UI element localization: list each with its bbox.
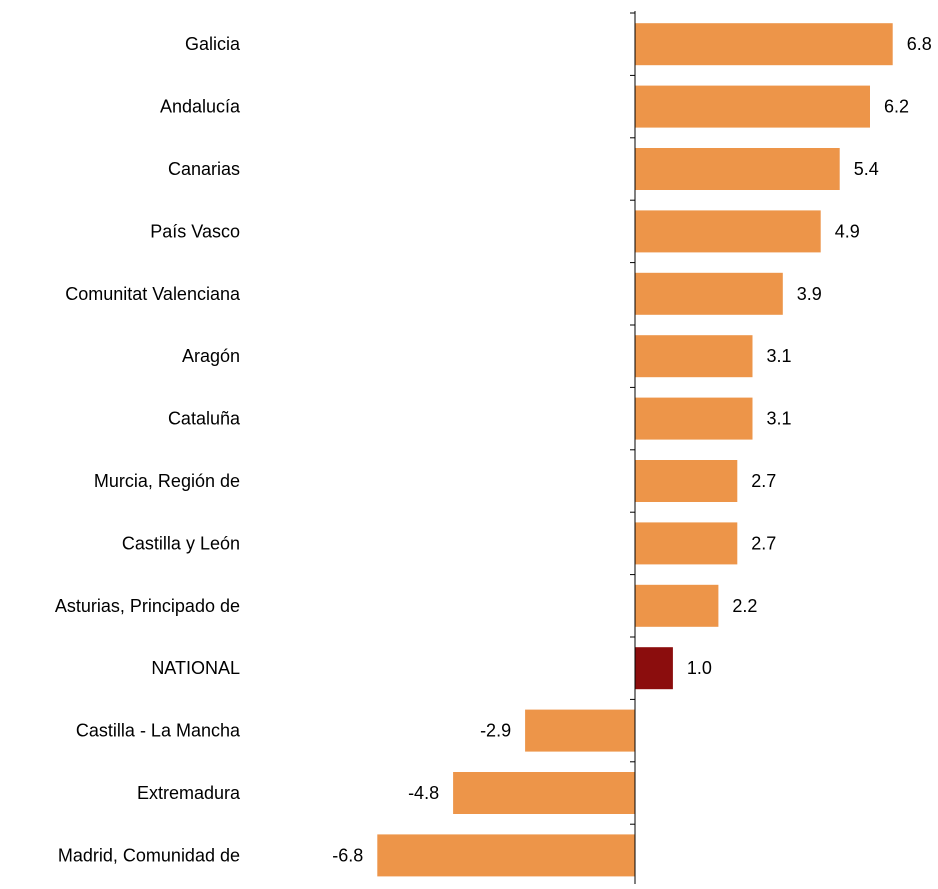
category-label-castilla-y-leon: Castilla y León (122, 533, 240, 553)
data-label-comunitat-valenciana: 3.9 (797, 284, 822, 304)
data-label-castilla-la-mancha: -2.9 (480, 721, 511, 741)
category-label-galicia: Galicia (185, 34, 241, 54)
bar-pais-vasco (635, 210, 821, 253)
category-label-national: NATIONAL (151, 658, 240, 678)
bar-galicia (635, 23, 893, 66)
bar-national (635, 647, 673, 690)
data-label-castilla-y-leon: 2.7 (751, 533, 776, 553)
bars-layer (377, 23, 893, 877)
category-label-madrid-comunidad-de: Madrid, Comunidad de (58, 845, 240, 865)
data-label-aragon: 3.1 (767, 346, 792, 366)
bar-comunitat-valenciana (635, 272, 783, 315)
data-label-canarias: 5.4 (854, 159, 879, 179)
data-label-murcia-region-de: 2.7 (751, 471, 776, 491)
data-label-national: 1.0 (687, 658, 712, 678)
category-label-comunitat-valenciana: Comunitat Valenciana (65, 284, 241, 304)
data-label-galicia: 6.8 (907, 34, 932, 54)
bar-canarias (635, 148, 840, 190)
category-label-murcia-region-de: Murcia, Región de (94, 471, 240, 491)
bar-castilla-y-leon (635, 522, 738, 565)
bar-madrid-comunidad-de (377, 834, 635, 877)
category-label-aragon: Aragón (182, 346, 240, 366)
data-label-asturias-principado-de: 2.2 (732, 596, 757, 616)
axis-layer (630, 11, 636, 888)
data-label-madrid-comunidad-de: -6.8 (332, 845, 363, 865)
data-label-andalucia: 6.2 (884, 97, 909, 117)
bar-andalucia (635, 85, 870, 128)
data-label-pais-vasco: 4.9 (835, 221, 860, 241)
category-label-asturias-principado-de: Asturias, Principado de (55, 596, 240, 616)
labels-layer: Galicia 6.8 Andalucía 6.2 Canarias 5.4 País Va… (55, 34, 932, 865)
bar-castilla-la-mancha (525, 709, 635, 752)
data-label-cataluna: 3.1 (767, 409, 792, 429)
category-label-cataluna: Cataluña (168, 409, 241, 429)
category-label-pais-vasco: País Vasco (150, 221, 240, 241)
bar-cataluna (635, 397, 753, 440)
bar-aragon (635, 335, 753, 378)
category-label-canarias: Canarias (168, 159, 240, 179)
bar-murcia-region-de (635, 460, 738, 502)
category-label-andalucia: Andalucía (160, 97, 241, 117)
category-label-extremadura: Extremadura (137, 783, 241, 803)
bar-asturias-principado-de (635, 584, 719, 627)
bar-extremadura (453, 772, 635, 814)
category-label-castilla-la-mancha: Castilla - La Mancha (76, 721, 241, 741)
data-label-extremadura: -4.8 (408, 783, 439, 803)
